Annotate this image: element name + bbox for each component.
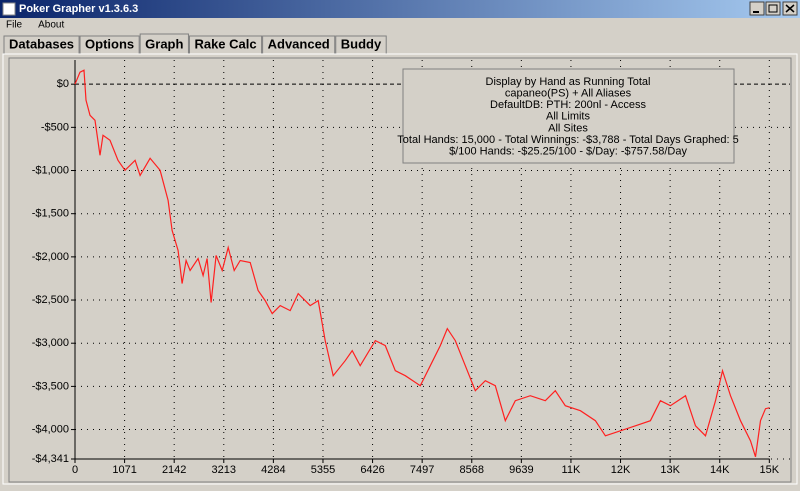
y-tick-label: -$3,500: [32, 380, 69, 392]
info-box: [402, 68, 735, 164]
title-bar: [0, 0, 800, 18]
y-tick-label: -$4,341: [32, 453, 69, 465]
maximize-button[interactable]: [765, 1, 781, 16]
tab[interactable]: Options: [79, 35, 140, 55]
info-line: All Sites: [548, 122, 588, 134]
running-total-line: [74, 69, 770, 457]
y-tick-label: -$3,000: [32, 337, 69, 349]
x-tick-label: 1071: [112, 464, 136, 476]
tab-label: Rake Calc: [194, 36, 256, 51]
x-tick-label: 14K: [710, 464, 730, 476]
tab-label: Advanced: [268, 36, 330, 51]
menu-bar: File About: [6, 20, 64, 31]
x-tick-label: 15K: [760, 464, 780, 476]
x-tick-label: 0: [72, 464, 78, 476]
app-icon: [2, 2, 16, 16]
x-tick-label: 3213: [212, 464, 236, 476]
info-line: All Limits: [546, 111, 591, 123]
tab-label: Buddy: [341, 36, 382, 51]
info-line: Display by Hand as Running Total: [486, 76, 651, 88]
tab[interactable]: Databases: [3, 35, 80, 55]
window-controls: [749, 1, 798, 16]
y-tick-label: -$500: [41, 121, 69, 133]
y-tick-label: $0: [57, 78, 69, 90]
x-tick-label: 11K: [562, 464, 581, 476]
x-tick-label: 4284: [261, 464, 285, 476]
y-tick-label: -$1,500: [32, 208, 69, 220]
y-tick-label: -$1,000: [32, 164, 69, 176]
minimize-button[interactable]: [749, 1, 765, 16]
x-tick-label: 6426: [360, 464, 384, 476]
y-tick-label: -$2,500: [32, 294, 69, 306]
y-tick-label: -$4,000: [32, 423, 69, 435]
info-line: capaneo(PS) + All Aliases: [505, 88, 632, 100]
tab[interactable]: Buddy: [335, 35, 387, 55]
y-tick-label: -$2,000: [32, 251, 69, 263]
tab-label: Options: [85, 36, 134, 51]
tab-strip: Databases Options Graph Rake Calc Advanced Bu…: [3, 33, 387, 56]
info-line: Total Hands: 15,000 - Total Winnings: -$…: [397, 134, 738, 146]
window-title: Poker Grapher v1.3.6.3: [19, 3, 138, 15]
x-tick-label: 8568: [460, 464, 484, 476]
tab[interactable]: Graph: [139, 33, 189, 56]
x-tick-label: 5355: [311, 464, 335, 476]
x-tick-label: 13K: [660, 464, 680, 476]
x-tick-label: 12K: [611, 464, 631, 476]
tab[interactable]: Advanced: [262, 35, 336, 55]
tab-label: Graph: [145, 36, 183, 51]
menu-item[interactable]: About: [38, 20, 64, 31]
tab[interactable]: Rake Calc: [188, 35, 263, 55]
menu-item[interactable]: File: [6, 20, 23, 31]
info-line: $/100 Hands: -$25.25/100 - $/Day: -$757.…: [449, 146, 687, 158]
tab-label: Databases: [9, 36, 74, 51]
x-tick-label: 2142: [162, 464, 186, 476]
x-tick-label: 9639: [509, 464, 533, 476]
x-tick-label: 7497: [410, 464, 434, 476]
chart: $0 -$500 -$1,000 -$1,500 -$2,000 -$2,500 -$3,0…: [8, 57, 792, 483]
info-line: DefaultDB: PTH: 200nl - Access: [490, 99, 646, 111]
